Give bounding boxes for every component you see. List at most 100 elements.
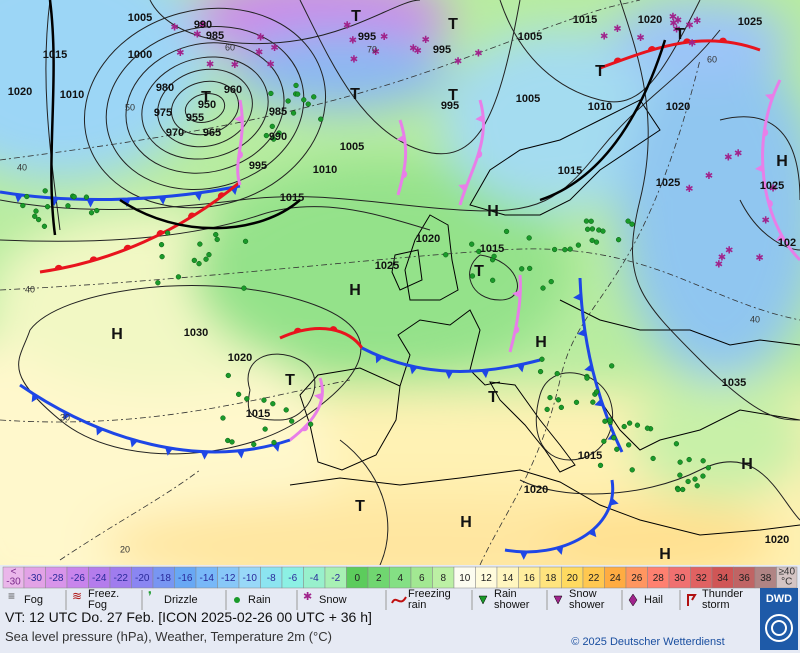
front-symbol	[130, 438, 138, 448]
rain-dot	[197, 241, 203, 247]
scale-label: -14	[200, 573, 215, 584]
front-symbol	[329, 326, 338, 331]
snow-star: ✱	[693, 16, 701, 27]
scale-label: -30	[28, 573, 43, 584]
isobar	[141, 56, 269, 160]
temperature-contour-label: 40	[25, 284, 35, 294]
scale-label: -16	[178, 573, 193, 584]
rain-dot	[609, 363, 615, 369]
rain-dot	[65, 203, 71, 209]
snow-star: ✱	[371, 47, 379, 58]
weather-legend-item: ≋ Freez.Fog	[72, 588, 119, 611]
pressure-center: H	[349, 282, 361, 299]
snow-star: ✱	[266, 59, 274, 70]
rain-dot	[235, 391, 242, 397]
front-symbol	[301, 424, 309, 432]
snow-star: ✱	[725, 246, 733, 257]
description: Sea level pressure (hPa), Weather, Tempe…	[5, 629, 332, 644]
weather-legend-label: Thunder	[702, 588, 743, 600]
scale-label: 36	[739, 573, 751, 584]
front-symbol	[477, 150, 483, 159]
front-symbol	[234, 114, 243, 123]
pressure-label: 950	[198, 99, 216, 111]
pressure-label: 1015	[280, 192, 304, 204]
front-symbol	[165, 447, 173, 456]
rain-dot	[626, 420, 633, 426]
pressure-label: 1020	[416, 233, 440, 245]
pressure-center: T	[285, 372, 295, 389]
logo-text: DWD	[766, 593, 792, 605]
rain-dot	[590, 399, 596, 405]
weather-legend-item: ≡ Fog	[8, 589, 43, 606]
front-cold	[504, 479, 615, 554]
scale-label: 10	[459, 573, 471, 584]
rain-dot	[269, 123, 275, 130]
scale-lower-label: <	[11, 567, 17, 578]
front-symbol	[54, 264, 63, 270]
pressure-label: 985	[206, 30, 224, 42]
icon	[478, 595, 488, 605]
pressure-label: 1015	[573, 14, 597, 26]
pressure-label: 960	[224, 84, 242, 96]
pressure-label: 1030	[184, 327, 208, 339]
pressure-label: 1015	[480, 243, 504, 255]
front-symbol	[594, 398, 604, 407]
temperature-contour-label: 60	[707, 54, 717, 64]
rain-dot	[268, 90, 274, 97]
rain-dot	[589, 237, 595, 244]
temperature-field: ✱✱✱✱✱✱✱✱✱✱ ✱✱✱✱✱✱✱✱✱✱✱ ✱✱✱✱✱✱✱✱✱✱✱✱✱✱✱✱✱ ✱✱…	[0, 0, 800, 565]
pressure-label: 980	[156, 82, 174, 94]
pressure-center: H	[659, 546, 671, 563]
rain-dot	[600, 228, 606, 234]
rain-dot	[686, 456, 692, 463]
rain-dot	[519, 266, 525, 272]
front-symbol	[584, 364, 594, 372]
rain-dot	[700, 473, 706, 479]
rain-dot	[575, 242, 582, 248]
weather-legend-label: Freez.	[88, 588, 119, 600]
isobar	[619, 0, 800, 421]
rain-dot	[290, 110, 297, 116]
pressure-label: 1010	[313, 164, 337, 176]
rain-dot	[20, 202, 26, 209]
rain-dot	[307, 421, 314, 427]
pressure-label: 995	[441, 100, 459, 112]
pressure-center: H	[487, 203, 499, 220]
snow-star: ✱	[669, 18, 677, 29]
pressure-label: 1005	[518, 31, 542, 43]
scale-label: -2	[331, 573, 340, 584]
temperature-contour-label: 50	[125, 102, 135, 112]
rain-dot	[503, 228, 510, 235]
rain-dot	[443, 252, 449, 258]
front-symbol	[89, 256, 98, 262]
rain-dot	[700, 458, 706, 464]
scale-label: 38	[760, 573, 772, 584]
rain-dot	[555, 397, 562, 403]
scale-label: 0	[354, 573, 360, 584]
rain-dot	[32, 213, 38, 219]
front-symbol	[577, 328, 586, 337]
rain-dot	[548, 278, 554, 285]
fronts	[0, 0, 800, 560]
front-symbol	[555, 546, 564, 555]
front-symbol	[31, 393, 40, 403]
front-symbol	[96, 426, 104, 436]
pressure-label: 1025	[760, 180, 784, 192]
scale-label: -22	[114, 573, 129, 584]
pressure-label: 1005	[128, 12, 152, 24]
rain-dot	[611, 435, 617, 441]
snow-star: ✱	[270, 43, 278, 54]
pressure-label: 990	[269, 131, 287, 143]
icon	[391, 596, 407, 604]
scale-label: -26	[71, 573, 86, 584]
rain-dot	[705, 465, 712, 471]
rain-dot	[318, 116, 324, 122]
pressure-label: 1005	[516, 93, 540, 105]
rain-dot	[203, 256, 209, 262]
front-symbol	[765, 93, 774, 102]
pressure-center: T	[448, 16, 458, 33]
snow-star: ✱	[734, 148, 742, 159]
